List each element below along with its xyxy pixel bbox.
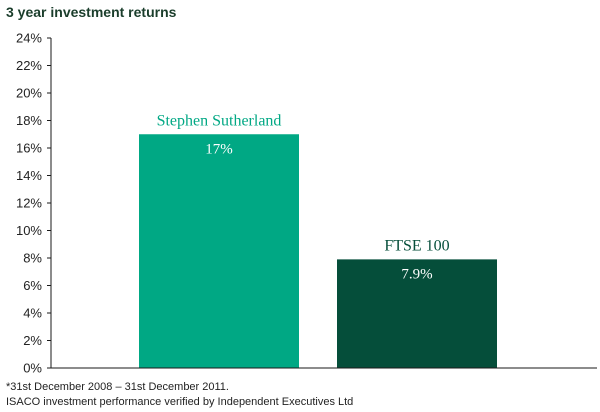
- y-tick-label: 0%: [23, 361, 42, 376]
- y-tick-label: 16%: [16, 141, 42, 156]
- footnote-verification: ISACO investment performance verified by…: [6, 396, 353, 408]
- chart-title: 3 year investment returns: [6, 4, 177, 20]
- y-tick-label: 6%: [23, 278, 42, 293]
- y-tick-label: 12%: [16, 196, 42, 211]
- value-label: 17%: [205, 141, 233, 157]
- y-tick-label: 20%: [16, 86, 42, 101]
- y-tick-label: 18%: [16, 113, 42, 128]
- y-tick-label: 24%: [16, 31, 42, 46]
- bar-stephen-sutherland: [139, 134, 299, 368]
- value-label: 7.9%: [401, 266, 432, 282]
- category-label: Stephen Sutherland: [157, 112, 282, 129]
- y-tick-label: 14%: [16, 168, 42, 183]
- footnote-date-range: *31st December 2008 – 31st December 2011…: [6, 381, 229, 393]
- y-tick-label: 8%: [23, 251, 42, 266]
- y-tick-label: 4%: [23, 306, 42, 321]
- category-label: FTSE 100: [384, 237, 449, 254]
- y-axis-ticks: 0% 2% 4% 6% 8% 10% 12% 14% 16% 18% 20% 22% 24%: [16, 31, 51, 376]
- bars: Stephen Sutherland 17% FTSE 100 7.9%: [139, 112, 497, 368]
- y-tick-label: 10%: [16, 223, 42, 238]
- bar-ftse-100: [337, 259, 497, 368]
- y-tick-label: 2%: [23, 333, 42, 348]
- y-tick-label: 22%: [16, 58, 42, 73]
